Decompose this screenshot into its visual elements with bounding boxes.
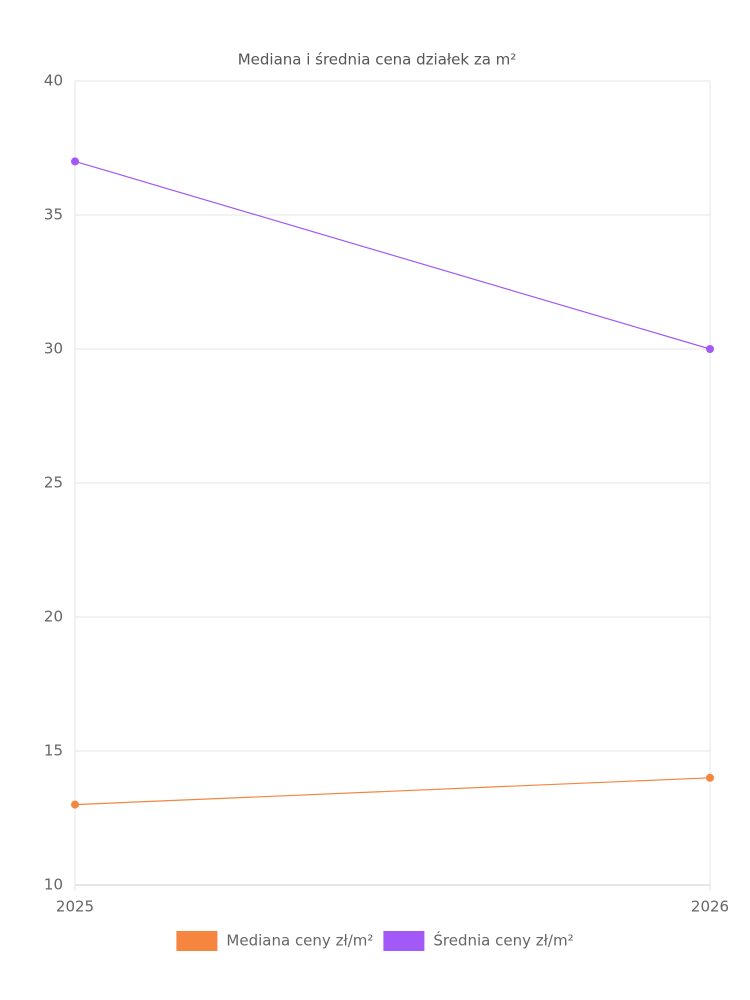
y-tick-label: 20 (44, 608, 63, 626)
chart-title: Mediana i średnia cena działek za m² (238, 51, 517, 69)
legend-label: Mediana ceny zł/m² (226, 932, 373, 950)
y-tick-label: 25 (44, 474, 63, 492)
data-point (706, 345, 714, 353)
data-point (706, 773, 714, 782)
y-tick-label: 15 (44, 742, 63, 760)
data-point (71, 157, 79, 166)
y-tick-label: 10 (44, 876, 63, 894)
legend-swatch (383, 931, 425, 951)
y-tick-label: 40 (44, 72, 63, 90)
legend-swatch (176, 931, 218, 951)
legend-label: Średnia ceny zł/m² (433, 931, 573, 950)
series-line (74, 160, 711, 350)
series-line (74, 777, 711, 806)
y-tick-label: 30 (44, 340, 63, 358)
x-tick-label: 2025 (56, 898, 94, 916)
x-tick-label: 2026 (691, 898, 729, 916)
data-point (71, 800, 79, 809)
y-tick-label: 35 (44, 206, 63, 224)
